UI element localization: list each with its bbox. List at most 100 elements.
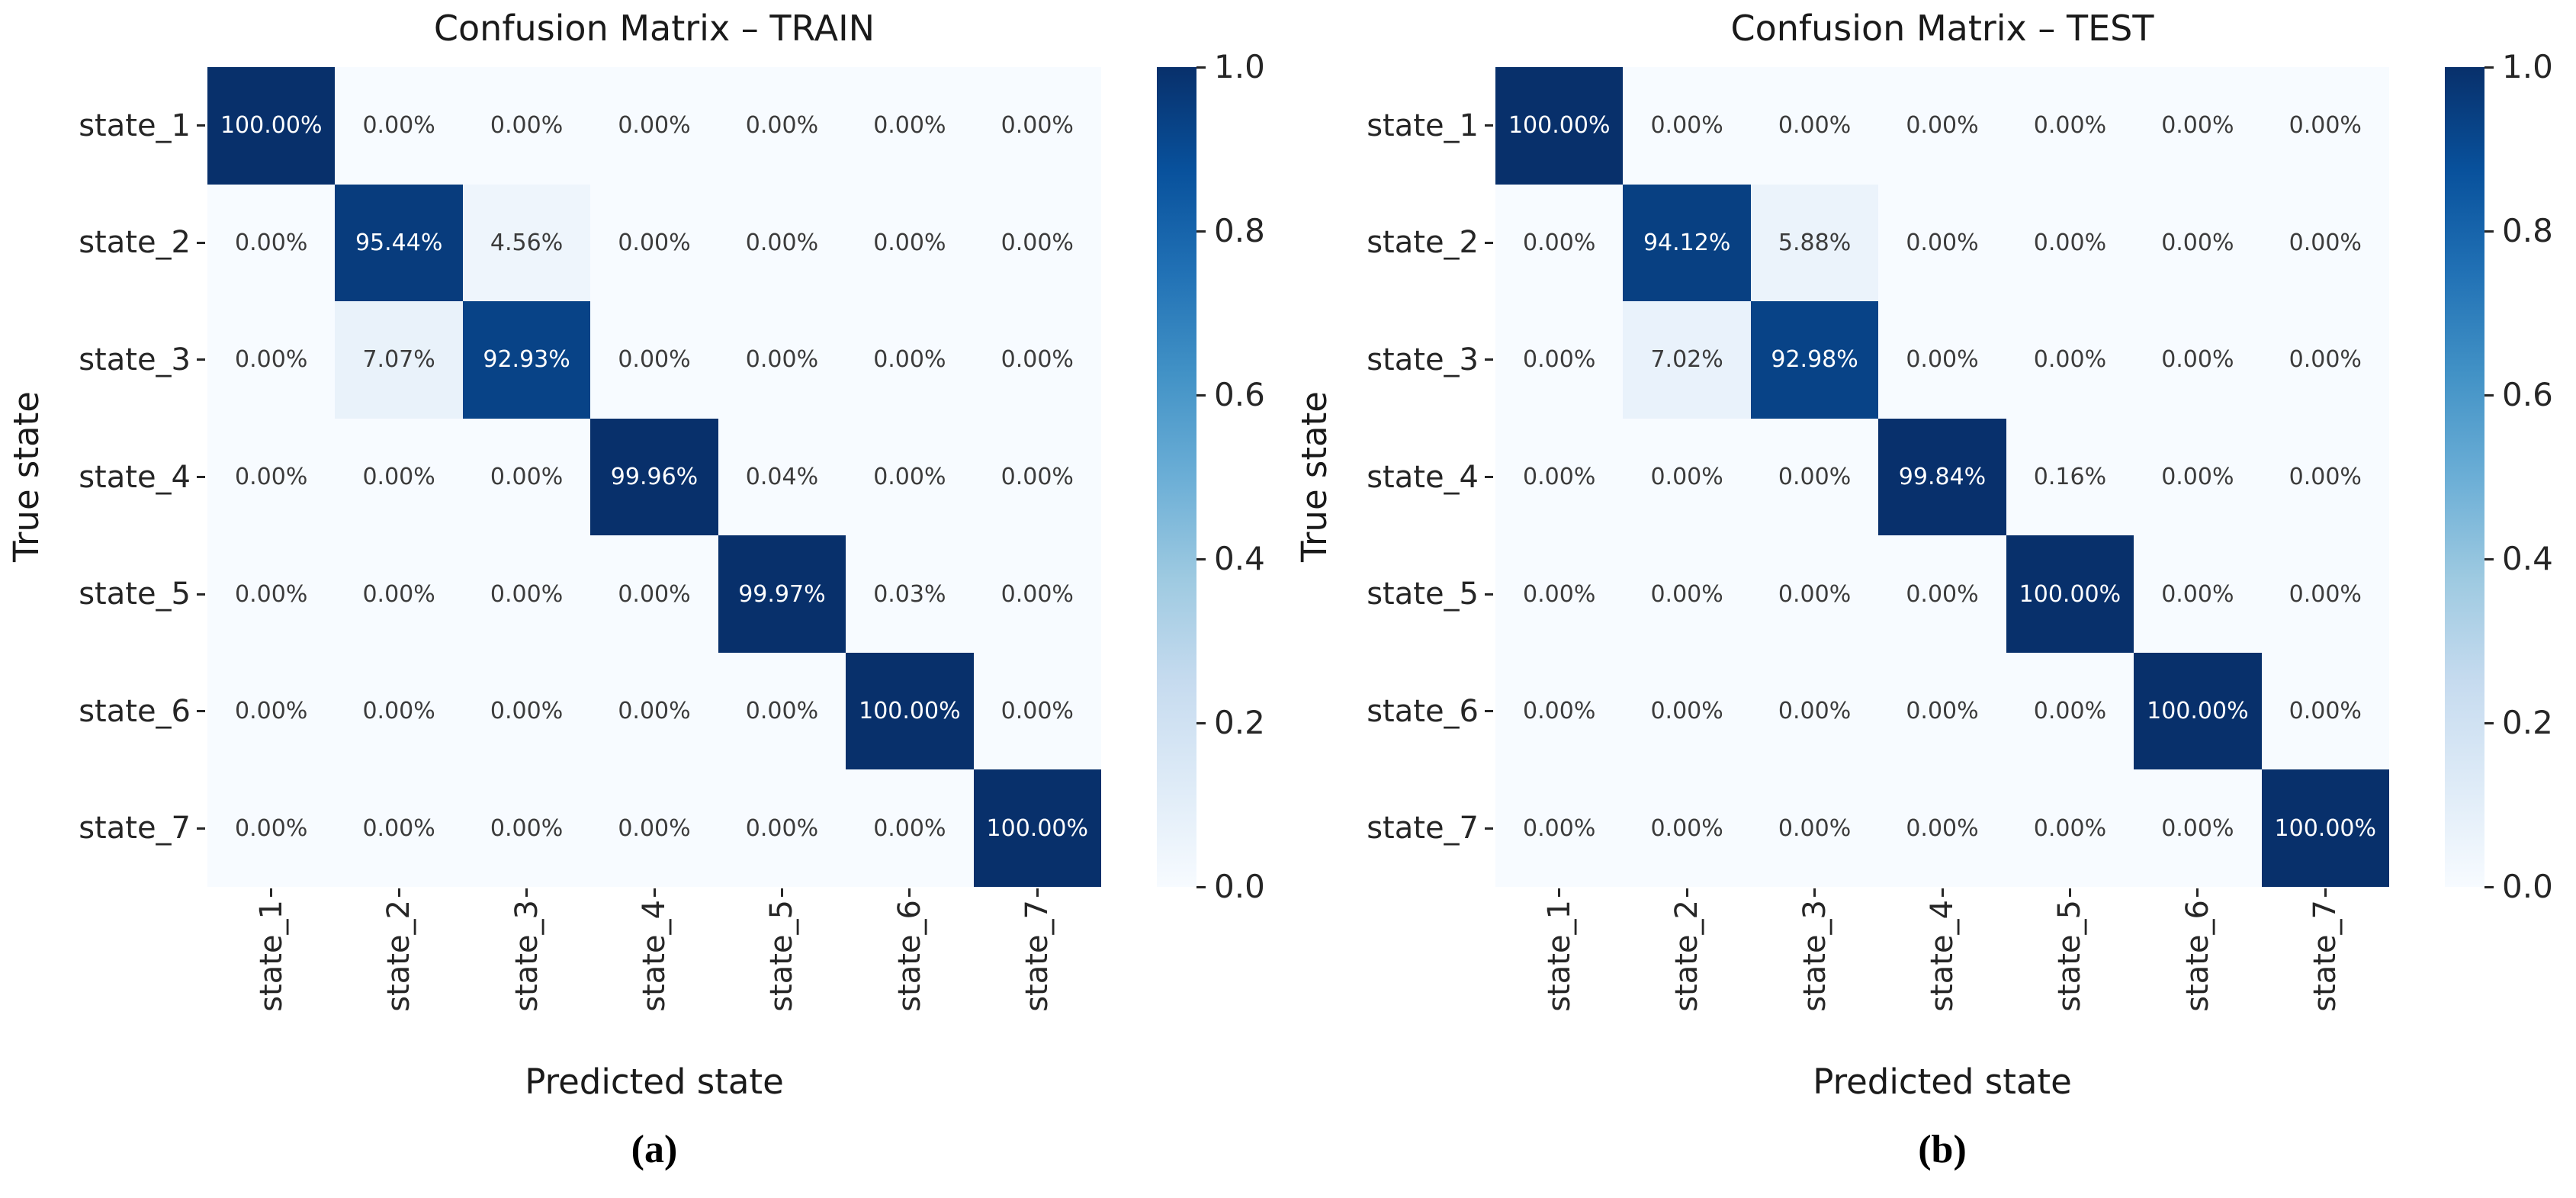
heatmap-cell: 0.00% — [1750, 769, 1879, 887]
colorbar-tick-label: 1.0 — [1214, 48, 1265, 85]
y-tick-mark — [197, 124, 205, 127]
heatmap-cell: 0.00% — [973, 535, 1101, 653]
heatmap-cell: 0.03% — [846, 535, 974, 653]
heatmap-cell: 0.00% — [2006, 67, 2134, 185]
heatmap-cell: 0.00% — [1495, 418, 1624, 536]
x-tick-mark — [780, 888, 783, 897]
heatmap-cell: 100.00% — [1495, 67, 1624, 185]
heatmap-cell: 0.00% — [1623, 769, 1751, 887]
x-tick-label: state_4 — [1925, 900, 1960, 1012]
x-tick-mark — [908, 888, 911, 897]
y-tick-mark — [197, 827, 205, 830]
heatmap-cell: 0.00% — [462, 769, 591, 887]
colorbar — [1157, 67, 1196, 887]
heatmap-cell: 0.00% — [590, 769, 718, 887]
chart-title: Confusion Matrix – TEST — [1730, 8, 2154, 49]
heatmap-cell: 100.00% — [846, 652, 974, 770]
heatmap-cell: 0.00% — [207, 301, 336, 419]
heatmap-grid: 100.00% 0.00% 0.00% 0.00% 0.00% 0.00% 0.00% 0.0… — [1495, 67, 2389, 887]
heatmap-cell: 0.00% — [207, 184, 336, 302]
x-tick-mark — [1813, 888, 1816, 897]
colorbar — [2445, 67, 2484, 887]
heatmap-cell: 0.00% — [1750, 652, 1879, 770]
heatmap-cell: 0.00% — [846, 301, 974, 419]
heatmap-cell: 0.00% — [1623, 67, 1751, 185]
y-tick-mark — [1485, 593, 1493, 596]
colorbar-tick-label: 0.8 — [1214, 212, 1265, 249]
x-tick-mark — [2068, 888, 2071, 897]
heatmap-cell: 0.00% — [2006, 301, 2134, 419]
heatmap-cell: 0.00% — [973, 652, 1101, 770]
heatmap-cell: 0.00% — [335, 67, 463, 185]
colorbar-tick-label: 0.6 — [2502, 376, 2553, 413]
colorbar-tick-mark — [2484, 393, 2494, 397]
heatmap-cell: 0.00% — [2261, 652, 2389, 770]
heatmap-cell: 0.00% — [1623, 418, 1751, 536]
heatmap-cell: 99.97% — [718, 535, 846, 653]
heatmap-cell: 0.00% — [2006, 652, 2134, 770]
colorbar-tick-label: 0.2 — [2502, 704, 2553, 741]
x-tick-label: state_7 — [1020, 900, 1055, 1012]
y-tick-label: state_5 — [1367, 577, 1479, 612]
heatmap-cell: 100.00% — [2006, 535, 2134, 653]
heatmap-cell: 0.00% — [2134, 184, 2262, 302]
heatmap-cell: 0.00% — [2261, 418, 2389, 536]
colorbar-tick-mark — [1196, 66, 1206, 69]
heatmap-cell: 0.00% — [1878, 67, 2006, 185]
heatmap-cell: 0.00% — [718, 652, 846, 770]
heatmap-cell: 0.00% — [718, 769, 846, 887]
heatmap-cell: 7.07% — [335, 301, 463, 419]
heatmap-cell: 0.00% — [1878, 301, 2006, 419]
heatmap-cell: 0.00% — [1878, 652, 2006, 770]
x-tick-mark — [270, 888, 273, 897]
heatmap-cell: 0.00% — [207, 652, 336, 770]
heatmap-cell: 5.88% — [1750, 184, 1879, 302]
heatmap-cell: 92.93% — [462, 301, 591, 419]
heatmap-cell: 0.00% — [335, 418, 463, 536]
colorbar-tick-label: 0.4 — [2502, 540, 2553, 577]
y-tick-mark — [197, 593, 205, 596]
colorbar-tick-mark — [1196, 721, 1206, 724]
y-tick-label: state_6 — [79, 693, 191, 729]
heatmap-cell: 0.00% — [718, 301, 846, 419]
heatmap-cell: 100.00% — [2134, 652, 2262, 770]
x-tick-label: state_2 — [381, 900, 417, 1012]
heatmap-cell: 92.98% — [1750, 301, 1879, 419]
heatmap-cell: 100.00% — [973, 769, 1101, 887]
x-axis-label: Predicted state — [525, 1061, 784, 1102]
x-tick-label: state_4 — [637, 900, 672, 1012]
colorbar-tick-label: 0.0 — [2502, 868, 2553, 905]
colorbar-tick-mark — [2484, 721, 2494, 724]
y-tick-mark — [197, 358, 205, 361]
x-tick-label: state_3 — [509, 900, 544, 1012]
colorbar-tick-label: 0.2 — [1214, 704, 1265, 741]
y-tick-mark — [197, 241, 205, 244]
heatmap-cell: 0.00% — [2134, 535, 2262, 653]
y-tick-mark — [197, 476, 205, 478]
colorbar-tick-mark — [1196, 230, 1206, 233]
heatmap-cell: 0.00% — [1495, 301, 1624, 419]
heatmap-cell: 0.00% — [1750, 535, 1879, 653]
heatmap-cell: 0.00% — [590, 67, 718, 185]
heatmap-cell: 0.00% — [2261, 184, 2389, 302]
heatmap-cell: 0.00% — [1495, 184, 1624, 302]
heatmap-cell: 0.00% — [1623, 652, 1751, 770]
heatmap-cell: 0.00% — [846, 67, 974, 185]
x-tick-mark — [1558, 888, 1561, 897]
heatmap-cell: 0.00% — [846, 769, 974, 887]
panel-train: Confusion Matrix – TRAIN True state 100.… — [6, 8, 1265, 1171]
heatmap-cell: 0.00% — [1495, 769, 1624, 887]
heatmap-cell: 0.00% — [2261, 301, 2389, 419]
heatmap-cell: 0.00% — [973, 184, 1101, 302]
y-tick-mark — [197, 710, 205, 713]
heatmap-cell: 99.84% — [1878, 418, 2006, 536]
y-tick-mark — [1485, 827, 1493, 830]
x-tick-label: state_6 — [891, 900, 927, 1012]
colorbar-tick-mark — [1196, 885, 1206, 888]
heatmap-cell: 100.00% — [207, 67, 336, 185]
heatmap-cell: 0.00% — [207, 418, 336, 536]
panel-test: Confusion Matrix – TEST True state 100.0… — [1288, 0, 2576, 1198]
x-tick-mark — [525, 888, 528, 897]
colorbar-tick-label: 0.4 — [1214, 540, 1265, 577]
y-tick-label: state_2 — [79, 225, 191, 261]
